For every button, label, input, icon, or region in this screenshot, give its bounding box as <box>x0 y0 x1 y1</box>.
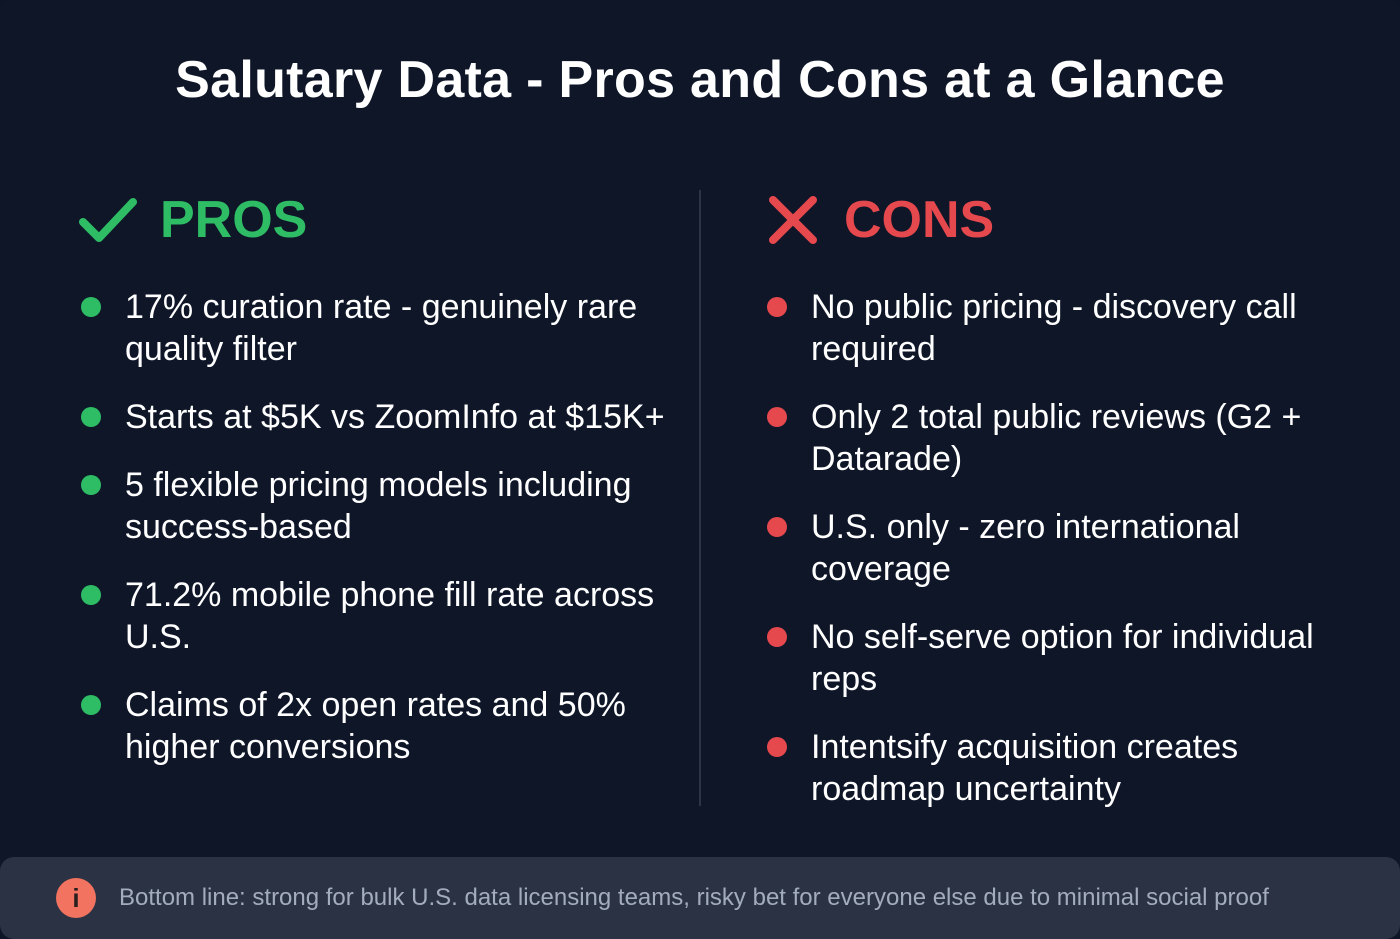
cons-column: CONS No public pricing - discovery call … <box>764 188 1364 836</box>
cons-header: CONS <box>764 188 1364 252</box>
cons-list-item: Intentsify acquisition creates roadmap u… <box>764 726 1364 810</box>
page-title: Salutary Data - Pros and Cons at a Glanc… <box>175 51 1225 109</box>
pros-list-item: 5 flexible pricing models including succ… <box>78 464 668 548</box>
cons-list: No public pricing - discovery call requi… <box>764 286 1364 810</box>
bullet-dot-icon <box>81 585 101 605</box>
bottom-line-banner: i Bottom line: strong for bulk U.S. data… <box>0 857 1400 939</box>
check-icon <box>78 195 138 245</box>
pros-column: PROS 17% curation rate - genuinely rare … <box>78 188 668 794</box>
pros-header: PROS <box>78 188 668 252</box>
bottom-line-text: Bottom line: strong for bulk U.S. data l… <box>119 884 1269 911</box>
pros-list-item: 71.2% mobile phone fill rate across U.S. <box>78 574 668 658</box>
pros-list-item: Claims of 2x open rates and 50% higher c… <box>78 684 668 768</box>
cons-list-item: No public pricing - discovery call requi… <box>764 286 1364 370</box>
cons-list-item: Only 2 total public reviews (G2 + Datara… <box>764 396 1364 480</box>
bullet-dot-icon <box>81 475 101 495</box>
bullet-dot-icon <box>81 297 101 317</box>
cons-list-item: U.S. only - zero international coverage <box>764 506 1364 590</box>
bullet-dot-icon <box>81 407 101 427</box>
cons-list-item: No self-serve option for individual reps <box>764 616 1364 700</box>
pros-list-item: Starts at $5K vs ZoomInfo at $15K+ <box>78 396 668 438</box>
bullet-dot-icon <box>767 517 787 537</box>
x-icon <box>764 191 822 249</box>
bullet-dot-icon <box>767 737 787 757</box>
column-divider <box>699 190 701 806</box>
bullet-dot-icon <box>81 695 101 715</box>
cons-label: CONS <box>844 191 995 249</box>
bullet-dot-icon <box>767 407 787 427</box>
pros-label: PROS <box>160 191 308 249</box>
pros-list: 17% curation rate - genuinely rare quali… <box>78 286 668 768</box>
pros-list-item: 17% curation rate - genuinely rare quali… <box>78 286 668 370</box>
info-icon: i <box>56 878 96 918</box>
bullet-dot-icon <box>767 627 787 647</box>
bullet-dot-icon <box>767 297 787 317</box>
